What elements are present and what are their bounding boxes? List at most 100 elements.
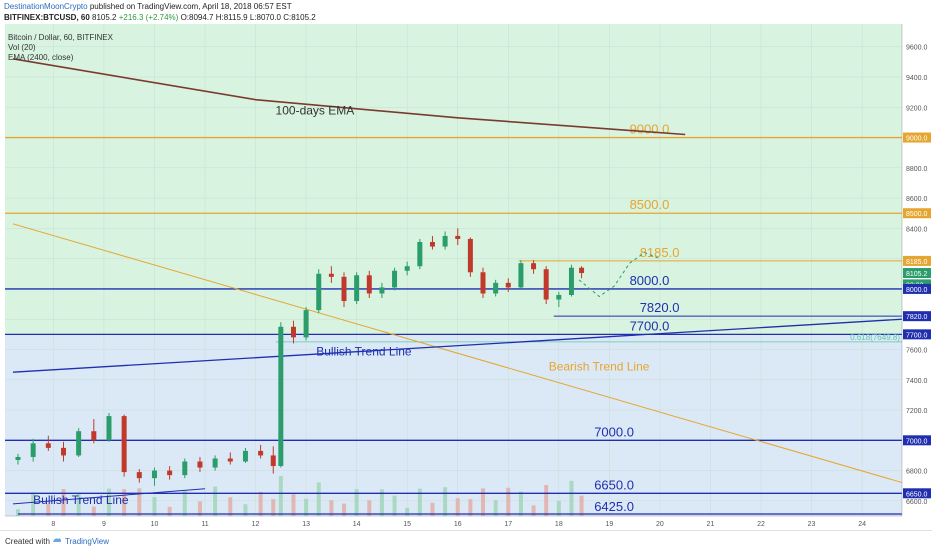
candle-body [227, 458, 233, 462]
volume-bar [556, 500, 561, 516]
volume-bar [167, 506, 172, 516]
volume-bar [291, 494, 296, 516]
candle-body [45, 443, 51, 448]
candle-body [417, 241, 423, 267]
price-tag-label: 8185.0 [906, 259, 928, 266]
price-tick-label: 7200.0 [906, 408, 928, 415]
bullish-trend-line-low [12, 488, 206, 505]
legend-volume: Vol (20) [8, 43, 36, 52]
volume-bar [197, 501, 202, 516]
candle-body [197, 461, 203, 468]
price-tick-label: 7600.0 [906, 347, 928, 354]
volume-bar [481, 488, 486, 516]
candle-body [366, 275, 372, 294]
bearish-trend-line [12, 223, 903, 484]
price-tick-label: 9200.0 [906, 105, 928, 112]
candle-body [121, 416, 127, 473]
time-tick-label: 18 [555, 521, 563, 528]
candle-body [167, 470, 173, 476]
candle-body [60, 447, 66, 456]
volume-bar [228, 497, 233, 516]
time-tick-label: 21 [707, 521, 715, 528]
level-label: 7700.0 [630, 318, 670, 333]
volume-bar [122, 489, 127, 516]
support-resistance-levels: 9000.0 8500.0 8185.0 8000.0 7820.0 7700.0 7000… [5, 122, 902, 515]
chart-legend: Bitcoin / Dollar, 60, BITFINEX Vol (20) … [8, 33, 114, 62]
price-tag-label: 7700.0 [906, 332, 928, 339]
price-tick-label: 8800.0 [906, 166, 928, 173]
time-tick-label: 11 [201, 521, 208, 528]
candle-body [341, 276, 347, 302]
tradingview-brand[interactable]: TradingView [65, 537, 110, 546]
volume-bar [468, 499, 473, 516]
candle-body [151, 470, 157, 479]
bearish-trend-label: Bearish Trend Line [549, 360, 650, 374]
volume-bar [137, 488, 142, 516]
bullish-trend-low-label: Bullish Trend Line [33, 493, 129, 507]
ohlc-low: L:8070.0 [249, 13, 281, 22]
price-chart[interactable]: 9000.0 8500.0 8185.0 8000.0 7820.0 7700.0 7000… [0, 24, 932, 530]
volume-bar [76, 493, 81, 516]
zone-background-upper [5, 24, 902, 335]
volume-bar [417, 488, 422, 516]
candle-body [442, 235, 448, 247]
price-tag [903, 268, 931, 279]
candle-body [429, 241, 435, 247]
time-tick-label: 15 [403, 521, 411, 528]
candle-body [76, 431, 82, 456]
volume-bar [258, 491, 263, 516]
volume-bar [531, 505, 536, 516]
ohlc-open: O:8094.7 [180, 13, 214, 22]
time-tick-label: 16 [454, 521, 462, 528]
volume-bar [91, 506, 96, 516]
volume-bars [16, 476, 584, 516]
volume-bar [342, 503, 347, 516]
level-label: 8000.0 [630, 273, 670, 288]
price-tick-label: 9400.0 [906, 75, 928, 82]
time-axis[interactable]: 8 9 10 11 12 13 14 15 16 17 18 19 20 21 22 23 24 [0, 515, 932, 530]
price-tag [903, 329, 931, 340]
candle-body [392, 270, 398, 288]
volume-bar [405, 507, 410, 516]
candle-body [15, 456, 21, 460]
author-link[interactable]: DestinationMoonCrypto [4, 2, 88, 11]
volume-bar [304, 498, 309, 516]
candle-body [212, 458, 218, 468]
ema-label: 100-days EMA [276, 103, 355, 117]
candle-body [258, 450, 264, 456]
candle-body [480, 272, 486, 294]
chart-header: DestinationMoonCrypto published on Tradi… [0, 0, 932, 24]
price-tag-label: 7000.0 [906, 438, 928, 445]
volume-bar [430, 502, 435, 516]
volume-bar [61, 489, 66, 516]
candle-body [543, 269, 549, 300]
candle-body [455, 235, 461, 239]
candle-body [290, 326, 296, 338]
price-axis[interactable]: 9600.09400.09200.08800.08600.08400.08200… [901, 24, 932, 530]
legend-ema: EMA (2400, close) [8, 53, 74, 62]
level-label: 7000.0 [594, 424, 634, 439]
level-label: 7820.0 [640, 300, 680, 315]
bullish-trend-label: Bullish Trend Line [316, 345, 412, 359]
time-tick-label: 19 [605, 521, 613, 528]
candle-body [404, 266, 410, 271]
tradingview-logo-icon [53, 538, 61, 542]
level-label: 6425.0 [594, 499, 634, 514]
price-tick-label: 8400.0 [906, 226, 928, 233]
price-tag-label: 8500.0 [906, 211, 928, 218]
candle-body [467, 238, 473, 273]
price-tag-label: 7820.0 [906, 314, 928, 321]
candle-body [379, 287, 385, 294]
price-tag [903, 283, 931, 294]
candle-body [556, 294, 562, 300]
level-label: 8185.0 [640, 245, 680, 260]
candle-body [106, 416, 112, 441]
time-tick-label: 17 [504, 521, 512, 528]
price-change: +216.3 (+2.74%) [118, 13, 179, 22]
price-tick-label: 6600.0 [906, 499, 928, 506]
symbol-label: BITFINEX:BTCUSD, 60 [4, 13, 90, 22]
volume-bar [579, 495, 584, 516]
time-tick-label: 8 [51, 521, 55, 528]
volume-bar [46, 503, 51, 516]
volume-bar [106, 488, 111, 516]
